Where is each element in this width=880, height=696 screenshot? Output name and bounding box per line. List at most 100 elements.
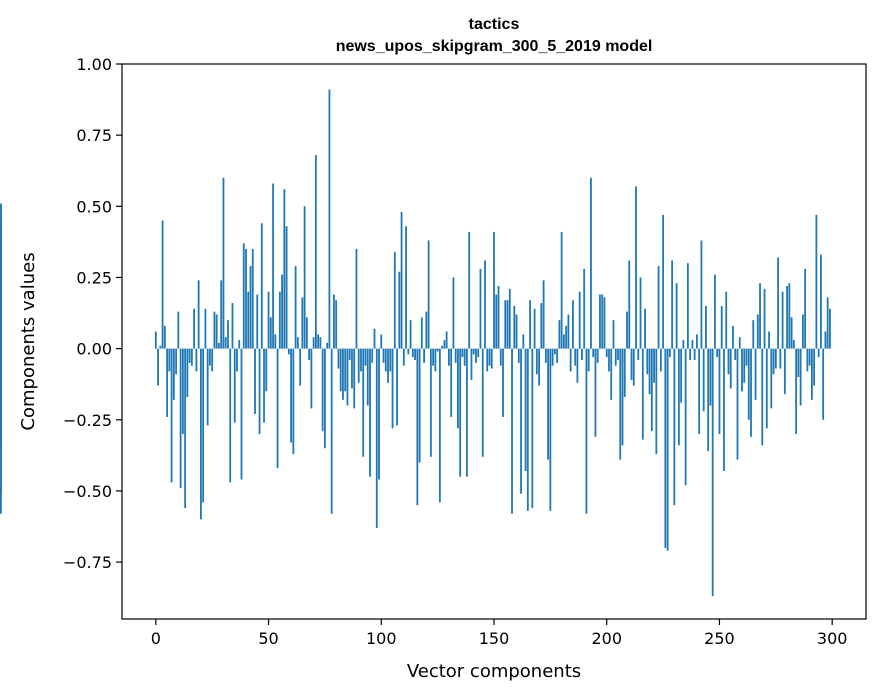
bar — [808, 348, 811, 366]
bar — [671, 260, 674, 349]
bar — [396, 348, 398, 426]
bar — [330, 348, 333, 514]
bar — [321, 348, 324, 432]
bar — [759, 283, 761, 349]
bar — [393, 251, 396, 349]
bar — [768, 331, 770, 349]
bar — [790, 317, 793, 349]
bar — [497, 286, 500, 349]
bar — [738, 337, 741, 349]
bar — [443, 340, 446, 349]
bar — [544, 348, 547, 363]
bar — [256, 294, 259, 349]
bar — [369, 348, 371, 477]
bar — [405, 226, 407, 349]
bar — [569, 348, 572, 372]
bar — [565, 325, 568, 349]
bar — [220, 280, 223, 349]
bar — [603, 297, 606, 349]
bar — [601, 294, 604, 349]
bar — [493, 231, 495, 349]
bar — [797, 348, 800, 378]
bar — [179, 348, 182, 489]
bar — [281, 274, 283, 349]
bar — [574, 348, 577, 366]
bar — [772, 348, 775, 375]
bar — [472, 348, 475, 355]
bar — [463, 348, 466, 366]
y-tick-label: −0.25 — [63, 411, 112, 430]
bar — [213, 311, 216, 349]
bar — [339, 348, 342, 392]
bar — [184, 348, 187, 508]
bar — [168, 348, 171, 372]
bar — [328, 89, 331, 349]
bar — [418, 348, 421, 463]
bar — [826, 297, 829, 349]
bar — [680, 348, 683, 403]
bar — [617, 348, 619, 360]
bar — [181, 348, 184, 434]
bar — [511, 348, 513, 514]
bar — [795, 348, 798, 434]
bar — [190, 348, 193, 366]
bar — [718, 348, 721, 434]
bar — [531, 348, 534, 508]
bar — [342, 348, 344, 400]
bar — [364, 348, 367, 366]
bar — [533, 308, 536, 349]
bar — [756, 314, 759, 349]
bar — [572, 300, 574, 349]
bar — [829, 308, 831, 349]
bar — [308, 348, 311, 360]
bar — [267, 291, 270, 349]
bar — [400, 212, 403, 349]
bar — [373, 328, 376, 349]
bar — [197, 280, 200, 349]
bar — [788, 283, 791, 349]
bar — [287, 348, 290, 355]
bar — [592, 348, 595, 358]
bar — [673, 348, 676, 506]
bar — [249, 266, 252, 349]
bar — [310, 348, 313, 409]
bar — [299, 348, 302, 386]
bar — [450, 348, 453, 417]
bar — [466, 348, 468, 477]
bar — [696, 334, 698, 349]
y-tick-label: 1.00 — [76, 55, 112, 74]
bar — [0, 243, 2, 349]
bar — [765, 348, 768, 429]
bar — [504, 300, 507, 349]
bar — [382, 348, 385, 363]
bar — [810, 348, 813, 400]
bar — [650, 348, 653, 432]
bar — [452, 277, 455, 349]
bar — [269, 317, 272, 349]
bar — [707, 348, 710, 452]
bar — [479, 268, 482, 349]
bar — [725, 291, 728, 349]
bar — [272, 183, 274, 349]
bar — [193, 308, 196, 349]
bar — [454, 348, 457, 363]
bar — [229, 348, 232, 483]
bar — [495, 294, 498, 349]
bar — [414, 348, 416, 360]
y-tick-label: −0.50 — [63, 482, 112, 501]
bar — [698, 348, 701, 434]
x-tick-label: 150 — [479, 629, 510, 648]
x-tick-label: 0 — [151, 629, 161, 648]
x-tick-label: 250 — [704, 629, 735, 648]
bar — [581, 348, 583, 360]
bar — [628, 260, 631, 349]
bar — [211, 348, 214, 372]
y-tick-label: 0.75 — [76, 126, 112, 145]
bar — [664, 348, 667, 548]
bar — [488, 348, 491, 366]
bar — [292, 348, 295, 454]
bar — [188, 348, 191, 363]
bar — [720, 305, 723, 349]
bar — [529, 300, 531, 349]
bar — [824, 331, 827, 349]
